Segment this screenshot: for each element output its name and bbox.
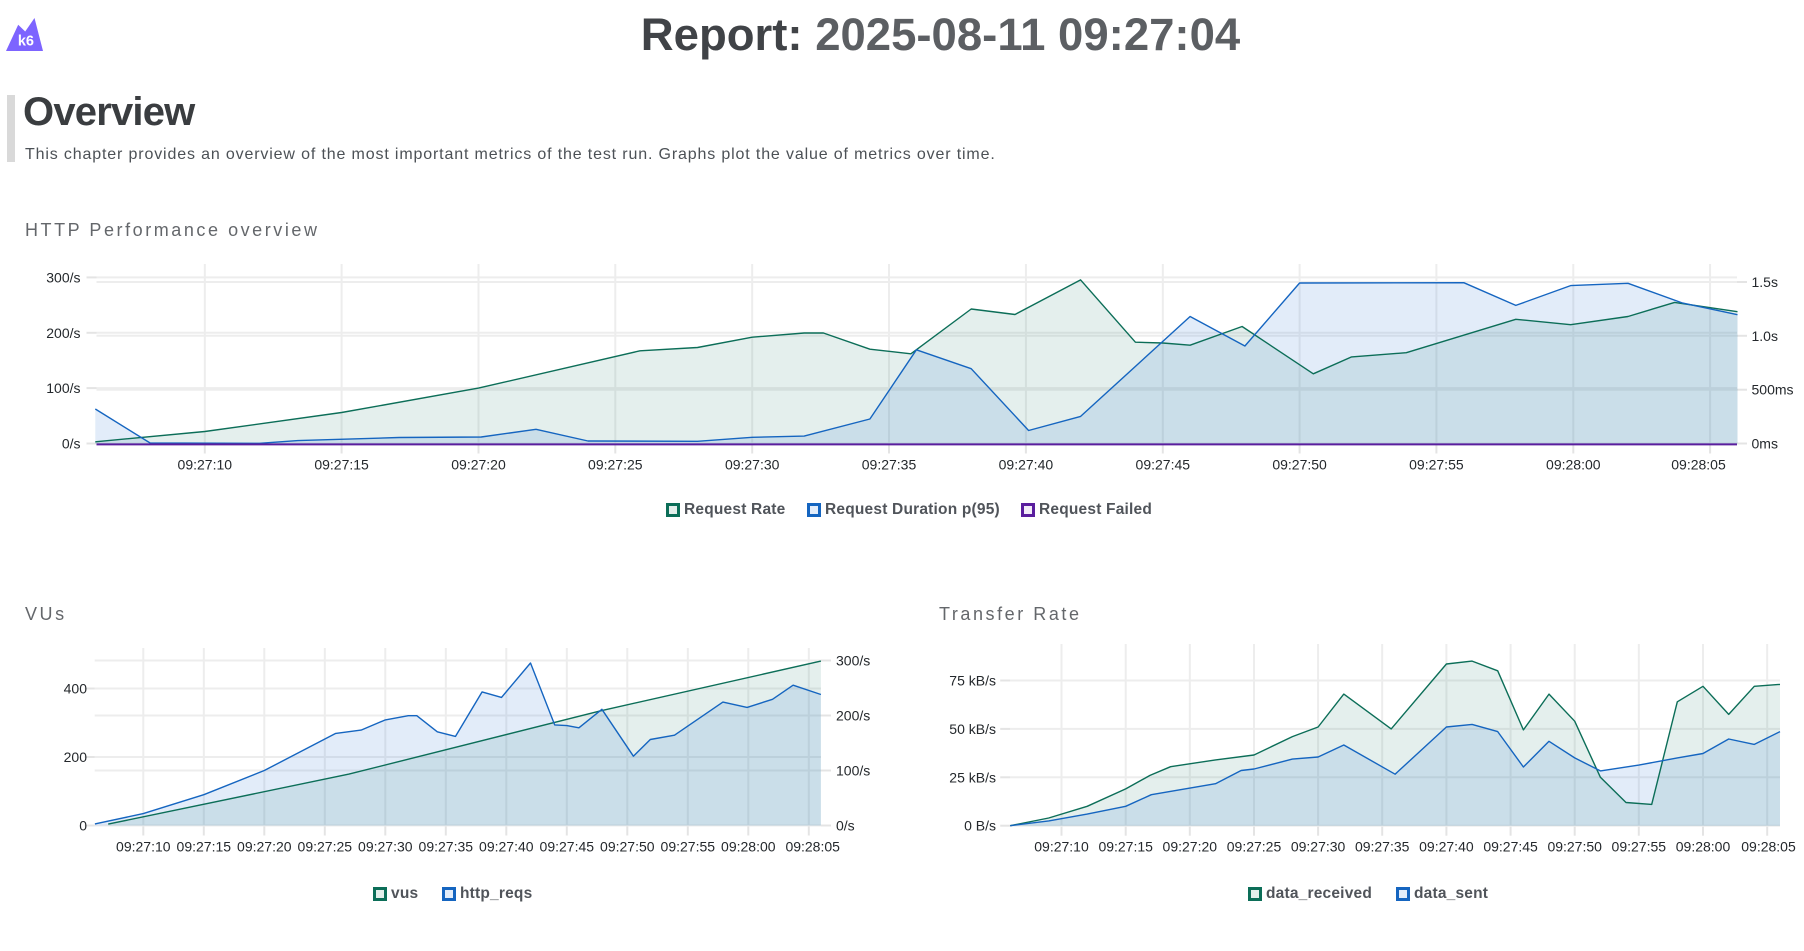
svg-text:09:27:35: 09:27:35 bbox=[419, 839, 474, 855]
svg-text:300/s: 300/s bbox=[836, 653, 870, 669]
svg-text:09:27:30: 09:27:30 bbox=[725, 457, 780, 473]
svg-text:09:27:15: 09:27:15 bbox=[177, 839, 232, 855]
svg-text:1.0s: 1.0s bbox=[1752, 328, 1778, 344]
svg-text:09:28:00: 09:28:00 bbox=[1546, 457, 1601, 473]
svg-text:09:27:40: 09:27:40 bbox=[999, 457, 1054, 473]
svg-text:09:28:05: 09:28:05 bbox=[785, 839, 840, 855]
svg-text:k6: k6 bbox=[18, 34, 34, 50]
svg-text:25 kB/s: 25 kB/s bbox=[949, 769, 996, 785]
svg-text:200/s: 200/s bbox=[46, 325, 80, 341]
svg-text:09:27:25: 09:27:25 bbox=[298, 839, 353, 855]
svg-text:09:27:55: 09:27:55 bbox=[1409, 457, 1464, 473]
svg-text:09:27:30: 09:27:30 bbox=[358, 839, 413, 855]
svg-text:09:27:30: 09:27:30 bbox=[1291, 839, 1346, 855]
svg-text:09:27:20: 09:27:20 bbox=[1163, 839, 1218, 855]
svg-text:09:27:10: 09:27:10 bbox=[1034, 839, 1089, 855]
svg-text:0 B/s: 0 B/s bbox=[964, 818, 996, 834]
svg-text:09:27:55: 09:27:55 bbox=[1612, 839, 1667, 855]
svg-text:09:28:00: 09:28:00 bbox=[721, 839, 776, 855]
svg-text:100/s: 100/s bbox=[836, 763, 870, 779]
svg-text:09:27:35: 09:27:35 bbox=[1355, 839, 1410, 855]
svg-text:300/s: 300/s bbox=[46, 269, 80, 285]
svg-text:1.5s: 1.5s bbox=[1752, 274, 1778, 290]
svg-text:09:27:20: 09:27:20 bbox=[237, 839, 292, 855]
svg-text:09:27:50: 09:27:50 bbox=[1547, 839, 1602, 855]
svg-text:09:27:10: 09:27:10 bbox=[178, 457, 233, 473]
svg-text:09:27:20: 09:27:20 bbox=[451, 457, 506, 473]
svg-text:09:27:45: 09:27:45 bbox=[540, 839, 595, 855]
svg-text:09:27:45: 09:27:45 bbox=[1483, 839, 1538, 855]
svg-text:09:27:40: 09:27:40 bbox=[479, 839, 534, 855]
svg-text:09:27:10: 09:27:10 bbox=[116, 839, 171, 855]
svg-text:0/s: 0/s bbox=[62, 436, 81, 452]
svg-text:09:27:35: 09:27:35 bbox=[862, 457, 917, 473]
svg-text:0ms: 0ms bbox=[1752, 436, 1778, 452]
svg-text:09:27:25: 09:27:25 bbox=[588, 457, 643, 473]
svg-text:09:27:55: 09:27:55 bbox=[661, 839, 716, 855]
svg-text:200: 200 bbox=[64, 749, 88, 765]
svg-text:100/s: 100/s bbox=[46, 380, 80, 396]
svg-text:09:27:15: 09:27:15 bbox=[1098, 839, 1153, 855]
svg-text:09:28:05: 09:28:05 bbox=[1741, 839, 1796, 855]
svg-text:200/s: 200/s bbox=[836, 708, 870, 724]
svg-text:50 kB/s: 50 kB/s bbox=[949, 721, 996, 737]
svg-text:09:27:50: 09:27:50 bbox=[1272, 457, 1327, 473]
svg-text:09:27:50: 09:27:50 bbox=[600, 839, 655, 855]
svg-text:09:27:15: 09:27:15 bbox=[314, 457, 369, 473]
svg-text:09:27:45: 09:27:45 bbox=[1136, 457, 1191, 473]
svg-text:0: 0 bbox=[79, 818, 87, 834]
svg-text:0/s: 0/s bbox=[836, 818, 855, 834]
svg-text:500ms: 500ms bbox=[1752, 382, 1794, 398]
svg-text:09:27:25: 09:27:25 bbox=[1227, 839, 1282, 855]
svg-text:09:27:40: 09:27:40 bbox=[1419, 839, 1474, 855]
svg-text:09:28:05: 09:28:05 bbox=[1671, 457, 1726, 473]
svg-text:400: 400 bbox=[64, 681, 88, 697]
svg-text:09:28:00: 09:28:00 bbox=[1676, 839, 1731, 855]
svg-text:75 kB/s: 75 kB/s bbox=[949, 673, 996, 689]
